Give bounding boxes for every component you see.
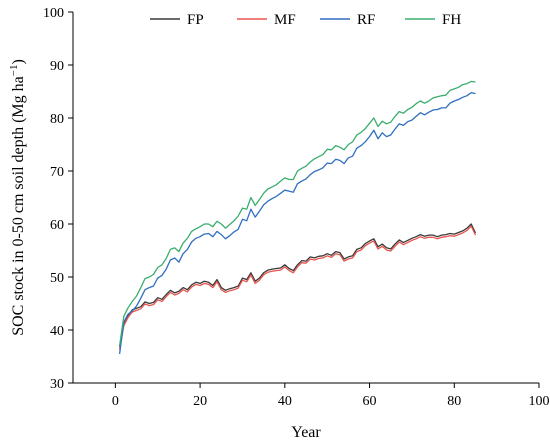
y-tick-label: 100 <box>43 6 64 21</box>
series-line-mf <box>118 225 477 350</box>
legend: FP MF RF FH <box>150 12 461 28</box>
y-tick-label: 70 <box>50 165 64 180</box>
x-tick-label: 20 <box>193 394 207 409</box>
legend-label-fh: FH <box>442 12 461 28</box>
y-tick-label: 60 <box>50 218 64 233</box>
series-line-fh <box>118 80 476 346</box>
x-tick-label: 100 <box>529 394 550 409</box>
legend-label-fp: FP <box>187 12 204 28</box>
y-tick-label: 90 <box>50 59 64 74</box>
y-tick-label: 30 <box>50 377 64 392</box>
x-tick-label: 0 <box>112 394 119 409</box>
series-line-fp <box>118 223 477 348</box>
axes: 30 40 50 60 70 80 90 100 0 20 40 60 80 100 <box>43 6 550 409</box>
legend-label-mf: MF <box>274 12 296 28</box>
series-line-rf <box>118 91 476 354</box>
x-axis-title: Year <box>291 424 321 441</box>
legend-label-rf: RF <box>357 12 375 28</box>
x-tick-label: 60 <box>363 394 377 409</box>
x-tick-label: 40 <box>278 394 292 409</box>
x-tick-label: 80 <box>447 394 461 409</box>
series-layer <box>118 80 477 354</box>
y-axis-title: SOC stock in 0-50 cm soil depth (Mg ha−1… <box>8 59 27 336</box>
y-tick-label: 40 <box>50 324 64 339</box>
y-tick-label: 80 <box>50 112 64 127</box>
y-tick-label: 50 <box>50 271 64 286</box>
